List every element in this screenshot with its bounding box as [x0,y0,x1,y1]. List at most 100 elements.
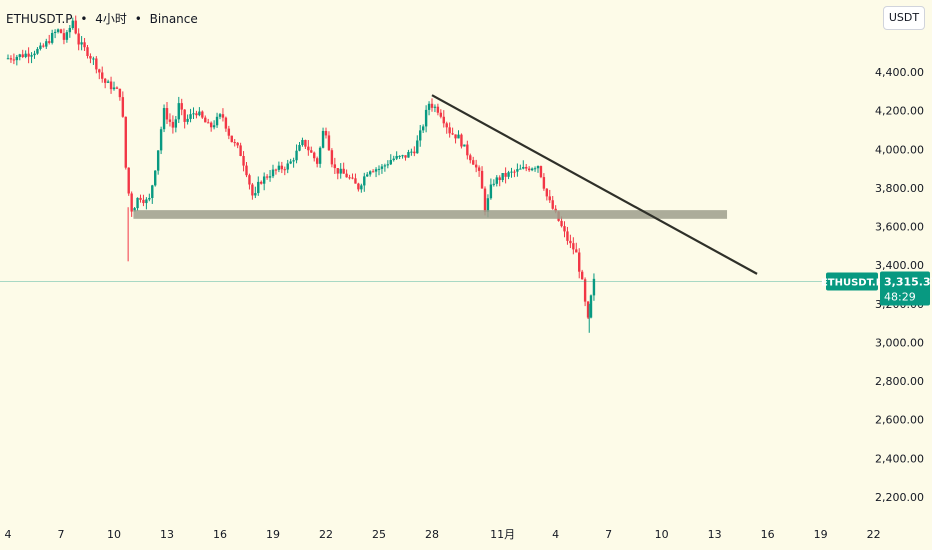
x-axis[interactable]: 4 7 10 13 16 19 22 25 28 11月 4 7 10 13 16 19 22 [5,528,881,541]
candle-body [280,165,284,170]
candle-body [65,32,69,40]
separator-dot: • [134,12,142,26]
candle-body [48,41,51,43]
candle-body [495,177,498,184]
candle-body [351,177,354,179]
candle-body [271,169,275,177]
candle-body [507,172,510,177]
candle-body [277,165,281,170]
candle-body [130,193,133,212]
x-tick-label: 25 [372,528,386,541]
candle-body [580,271,584,280]
separator-dot: • [80,12,88,26]
x-tick-label: 28 [425,528,439,541]
candle-body [171,121,175,128]
candle-body [233,142,236,144]
y-tick-label: 2,400.00 [875,452,924,465]
candle-body [301,139,304,146]
candle-body [527,168,531,171]
candle-body [257,181,260,194]
candle-body [489,184,493,199]
y-tick-label: 3,400.00 [875,259,924,272]
candle-body [245,165,248,176]
candle-body [15,56,19,61]
candle-body [186,118,189,122]
candle-body [77,33,80,45]
candle-body [80,42,83,45]
price-tag-symbol-bg [826,272,878,291]
candle-body [389,160,392,165]
candle-body [42,45,45,47]
candle-body [74,20,77,34]
candle-body [368,171,372,175]
candle-body [460,134,463,147]
candle-body [407,152,410,158]
candle-body [183,109,186,122]
candle-body [151,185,154,198]
candle-body [342,168,345,174]
candle-body [383,165,387,167]
candle-body [254,193,257,196]
candle-body [404,155,407,158]
candle-body [242,155,245,166]
candle-body [427,103,431,110]
candle-body [398,155,401,157]
candle-body [463,144,466,147]
candle-body [445,123,448,128]
y-tick-label: 3,000.00 [875,336,924,349]
candle-body [292,160,295,162]
price-tag-countdown: 48:29 [884,291,916,304]
x-tick-label: 10 [655,528,669,541]
candle-body [572,243,575,250]
candle-body [421,126,425,131]
candle-body [71,20,74,28]
candle-body [289,161,292,164]
support-zone-rect[interactable] [133,210,728,219]
candle-body [483,188,487,213]
candle-body [327,135,331,151]
candle-body [45,41,48,47]
candle-body [371,171,375,173]
candle-body [109,81,113,90]
price-tag-symbol: ETHUSDT.P [821,278,883,289]
candle-body [569,240,572,244]
candle-body [492,183,496,185]
candle-body [204,117,207,123]
candle-body [265,176,269,178]
candle-body [9,58,13,60]
candle-body [101,72,104,79]
candle-body [86,47,89,57]
support-zone-layer[interactable] [133,210,728,219]
candle-body [145,199,148,204]
chart-header: ETHUSDT.P • 4小时 • Binance [6,10,202,27]
candle-body [592,278,596,296]
candle-body [195,113,198,116]
candle-body [262,176,266,184]
candle-body [209,122,213,128]
candle-body [363,176,366,186]
candle-body [215,116,219,126]
candle-body [548,196,551,201]
price-tag-value-bg [880,271,930,306]
symbol-label[interactable]: ETHUSDT.P [6,12,73,26]
candle-body [430,103,434,108]
candle-body [154,170,157,186]
y-tick-label: 3,600.00 [875,221,924,234]
trendline[interactable] [431,94,758,275]
candle-body [89,56,92,59]
candle-body [436,106,440,113]
candle-body [551,200,554,209]
currency-button[interactable]: USDT [883,6,925,30]
candle-body [578,252,581,272]
candle-body [189,114,192,119]
candle-body [95,58,98,70]
candle-body [474,164,478,168]
candle-body [115,87,119,89]
candle-body [142,199,145,204]
candle-body [501,173,504,181]
trendline-layer[interactable] [431,94,758,275]
interval-label[interactable]: 4小时 [95,12,127,26]
candle-body [324,130,328,136]
